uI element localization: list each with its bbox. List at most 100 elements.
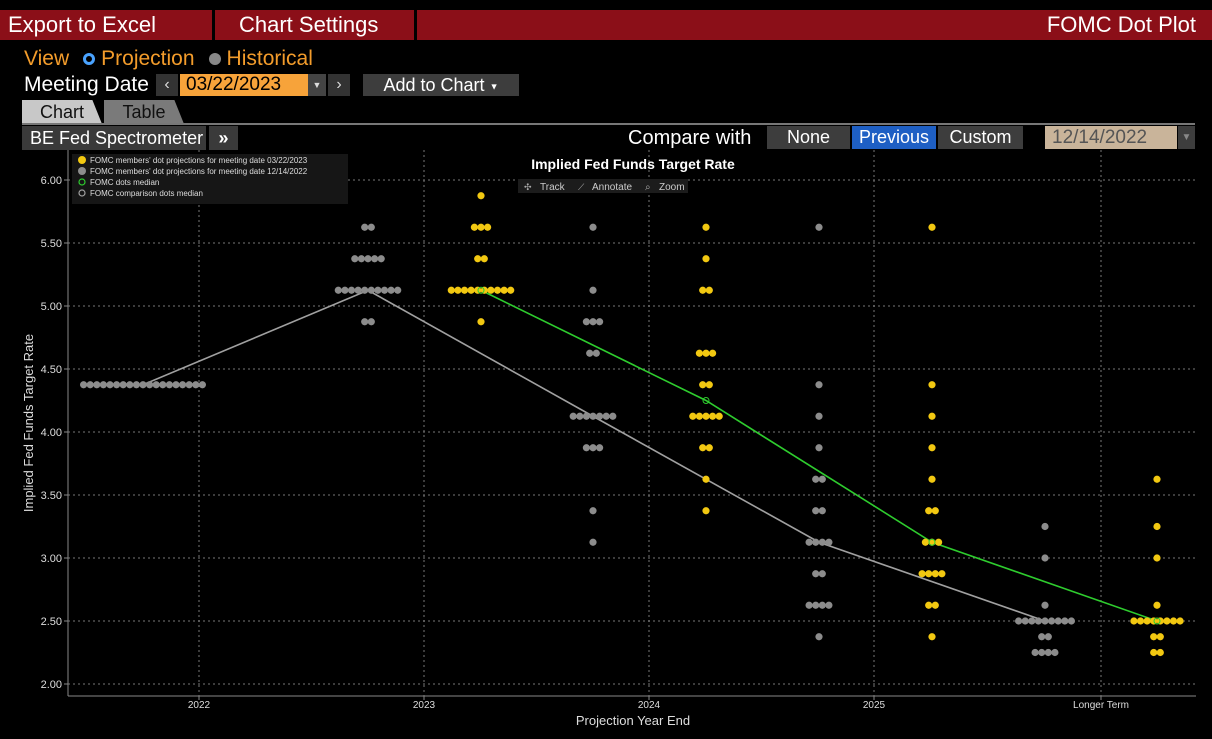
add-to-chart-button[interactable]: Add to Chart ▼ <box>363 74 519 96</box>
next-date-button[interactable]: › <box>328 74 350 96</box>
projection-dot[interactable] <box>928 444 936 452</box>
comparison-dot[interactable] <box>341 286 349 294</box>
comparison-dot[interactable] <box>1051 648 1059 657</box>
export-to-excel-button[interactable]: Export to Excel <box>0 10 212 40</box>
compare-none-button[interactable]: None <box>767 126 850 149</box>
projection-dot[interactable] <box>1156 633 1164 641</box>
comparison-dot[interactable] <box>592 349 600 357</box>
comparison-dot[interactable] <box>361 223 369 231</box>
projection-dot[interactable] <box>1176 617 1184 625</box>
comparison-dot[interactable] <box>357 255 365 263</box>
projection-dot[interactable] <box>702 412 710 420</box>
projection-dot[interactable] <box>702 223 710 231</box>
meeting-date-input[interactable]: 03/22/2023 <box>180 74 308 96</box>
comparison-dot[interactable] <box>86 381 94 389</box>
projection-dot[interactable] <box>702 507 710 515</box>
comparison-dot[interactable] <box>139 381 147 389</box>
projection-dot[interactable] <box>454 286 462 294</box>
comparison-dot[interactable] <box>1041 617 1049 625</box>
comparison-dot[interactable] <box>1041 554 1049 562</box>
comparison-dot[interactable] <box>334 286 342 294</box>
comparison-dot[interactable] <box>152 381 160 389</box>
projection-dot[interactable] <box>928 412 936 420</box>
projection-dot[interactable] <box>689 412 697 420</box>
comparison-dot[interactable] <box>377 255 385 263</box>
comparison-dot[interactable] <box>582 318 591 326</box>
comparison-dot[interactable] <box>589 444 597 452</box>
comparison-dot[interactable] <box>119 381 127 389</box>
comparison-dot[interactable] <box>1041 522 1049 531</box>
comparison-dot[interactable] <box>93 381 101 389</box>
comparison-dot[interactable] <box>132 381 140 389</box>
comparison-dot[interactable] <box>812 507 820 515</box>
comparison-dot[interactable] <box>367 223 375 231</box>
comparison-dot[interactable] <box>602 412 610 420</box>
projection-dot[interactable] <box>1163 617 1171 625</box>
comparison-dot[interactable] <box>815 412 823 420</box>
projection-dot[interactable] <box>928 381 936 389</box>
projection-dot[interactable] <box>480 255 488 263</box>
projection-label[interactable]: Projection <box>101 47 195 70</box>
comparison-dot[interactable] <box>596 412 604 420</box>
projection-dot[interactable] <box>1150 648 1158 657</box>
comparison-dot[interactable] <box>818 507 826 515</box>
comparison-dot[interactable] <box>812 475 820 483</box>
projection-dot[interactable] <box>477 223 485 231</box>
comparison-dot[interactable] <box>812 570 820 578</box>
projection-dot[interactable] <box>931 507 939 515</box>
projection-dot[interactable] <box>1153 554 1161 562</box>
compare-previous-button[interactable]: Previous <box>852 126 936 149</box>
projection-dot[interactable] <box>699 381 707 389</box>
projection-dot[interactable] <box>928 633 936 641</box>
historical-label[interactable]: Historical <box>226 47 313 70</box>
comparison-dot[interactable] <box>172 381 180 389</box>
projection-dot[interactable] <box>1150 633 1158 641</box>
projection-dot[interactable] <box>460 286 469 294</box>
projection-dot[interactable] <box>702 475 710 483</box>
comparison-dot[interactable] <box>367 286 375 294</box>
projection-dot[interactable] <box>918 570 926 578</box>
tab-chart[interactable]: Chart <box>22 100 102 124</box>
comparison-dot[interactable] <box>569 412 577 420</box>
comparison-dot[interactable] <box>815 444 823 452</box>
comparison-dot[interactable] <box>589 538 597 546</box>
projection-dot[interactable] <box>699 286 707 294</box>
comparison-dot[interactable] <box>1044 633 1052 641</box>
comparison-dot[interactable] <box>825 538 833 546</box>
comparison-dot[interactable] <box>185 381 193 389</box>
projection-dot[interactable] <box>493 286 502 294</box>
comparison-dot[interactable] <box>80 381 88 389</box>
previous-date-button[interactable]: ‹ <box>156 74 178 96</box>
projection-dot[interactable] <box>477 192 485 200</box>
comparison-dot[interactable] <box>576 412 584 420</box>
projection-dot[interactable] <box>921 538 930 546</box>
comparison-dot[interactable] <box>818 475 826 483</box>
projection-dot[interactable] <box>1153 601 1161 609</box>
comparison-dot[interactable] <box>818 570 826 578</box>
comparison-dot[interactable] <box>1061 617 1069 625</box>
comparison-dot[interactable] <box>354 286 362 294</box>
projection-dot[interactable] <box>507 286 515 294</box>
comparison-dot[interactable] <box>159 381 167 389</box>
projection-dot[interactable] <box>484 223 492 231</box>
comparison-dot[interactable] <box>818 601 826 609</box>
comparison-dot[interactable] <box>165 381 173 389</box>
projection-dot[interactable] <box>928 223 936 231</box>
comparison-dot[interactable] <box>198 381 206 389</box>
comparison-dot[interactable] <box>1048 617 1056 625</box>
comparison-dot[interactable] <box>374 286 382 294</box>
comparison-dot[interactable] <box>1031 648 1039 657</box>
projection-dot[interactable] <box>695 349 704 357</box>
comparison-dot[interactable] <box>1034 617 1042 625</box>
comparison-dot[interactable] <box>126 381 134 389</box>
projection-dot[interactable] <box>447 286 455 294</box>
projection-dot[interactable] <box>702 255 710 263</box>
projection-dot[interactable] <box>477 318 485 326</box>
comparison-dot[interactable] <box>99 381 107 389</box>
date-dropdown-icon[interactable]: ▼ <box>308 74 326 96</box>
comparison-dot[interactable] <box>1028 617 1036 625</box>
comparison-dot[interactable] <box>351 255 359 263</box>
comparison-dot[interactable] <box>387 286 395 294</box>
projection-dot[interactable] <box>1143 617 1151 625</box>
projection-dot[interactable] <box>925 507 933 515</box>
